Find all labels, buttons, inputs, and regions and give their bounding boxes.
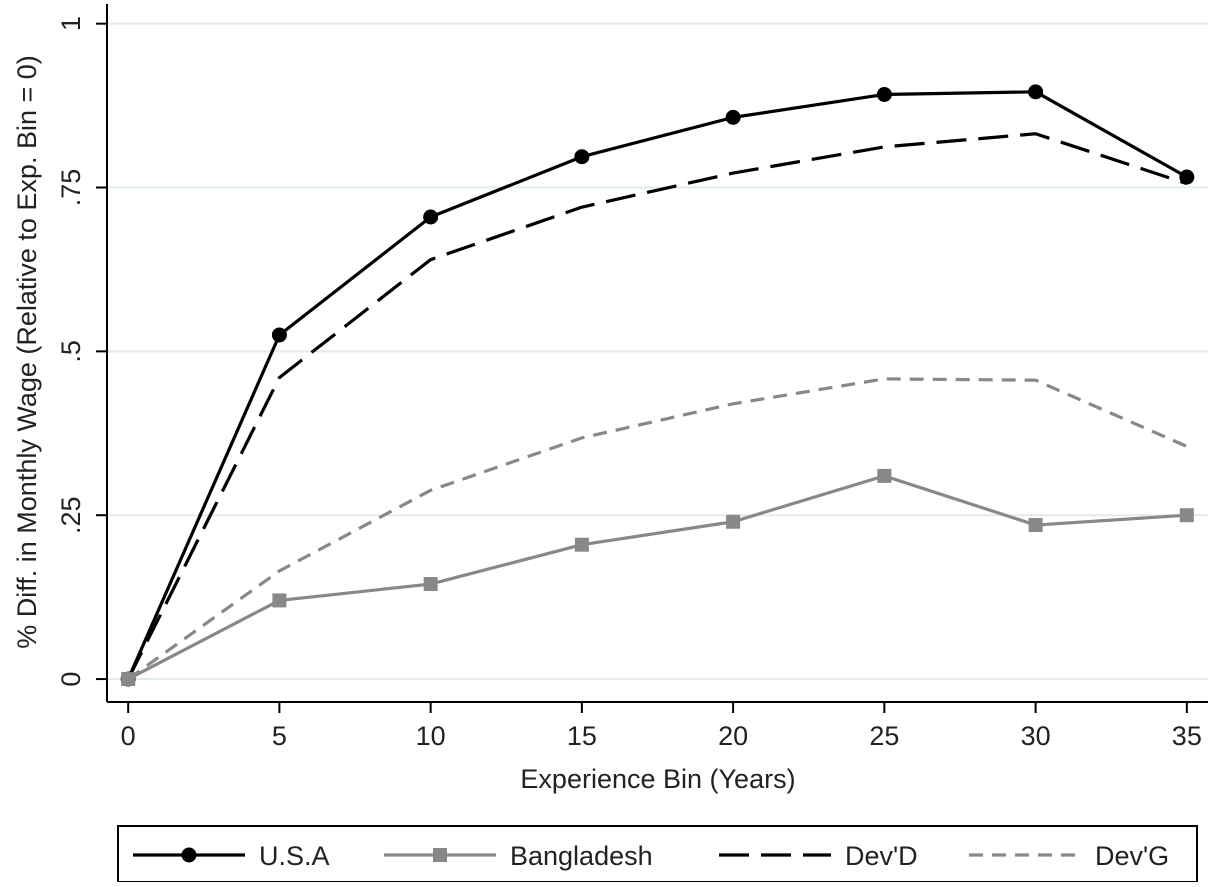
x-tick-label: 20 xyxy=(718,721,748,751)
legend-item-dev-g: Dev'G xyxy=(969,841,1169,871)
legend: U.S.A Bangladesh Dev'D Dev'G xyxy=(117,825,1198,883)
legend-label: U.S.A xyxy=(259,841,330,871)
point-bangladesh xyxy=(1028,518,1043,533)
legend-marker xyxy=(181,847,197,863)
legend-item-dev-d: Dev'D xyxy=(719,841,918,871)
point-bangladesh xyxy=(574,537,589,552)
series-line-dev-d xyxy=(126,132,1188,680)
point-u-s-a xyxy=(423,209,439,225)
point-bangladesh xyxy=(423,577,438,592)
point-bangladesh xyxy=(121,672,136,687)
y-tick-label: .25 xyxy=(56,496,86,534)
x-tick-label: 15 xyxy=(567,721,597,751)
series-line-dev-g xyxy=(127,377,1188,681)
series-line-u-s-a xyxy=(126,90,1188,680)
point-u-s-a xyxy=(1179,169,1195,185)
y-tick-label: 0 xyxy=(56,672,86,687)
x-tick-label: 30 xyxy=(1021,721,1051,751)
y-tick-label: .75 xyxy=(56,169,86,207)
point-bangladesh xyxy=(272,593,287,608)
series-markers xyxy=(120,84,1195,687)
x-tick-label: 10 xyxy=(416,721,446,751)
x-tick-label: 35 xyxy=(1172,721,1202,751)
x-tick-label: 0 xyxy=(121,721,136,751)
y-tick-label: 1 xyxy=(56,16,86,31)
legend-label: Bangladesh xyxy=(510,841,653,871)
legend-label: Dev'G xyxy=(1095,841,1169,871)
point-u-s-a xyxy=(876,86,892,102)
x-tick-label: 5 xyxy=(272,721,287,751)
y-tick-label: .5 xyxy=(56,340,86,363)
y-axis-title: % Diff. in Monthly Wage (Relative to Exp… xyxy=(12,55,42,649)
x-axis-title: Experience Bin (Years) xyxy=(520,764,795,794)
x-tick-label: 25 xyxy=(869,721,899,751)
series-lines xyxy=(126,90,1188,681)
point-u-s-a xyxy=(574,149,590,165)
gridlines xyxy=(107,22,1208,681)
legend-label: Dev'D xyxy=(845,841,918,871)
series-line-bangladesh xyxy=(127,474,1187,681)
point-u-s-a xyxy=(271,327,287,343)
point-u-s-a xyxy=(1028,84,1044,100)
point-bangladesh xyxy=(1179,508,1194,523)
legend-marker xyxy=(433,848,447,862)
point-bangladesh xyxy=(726,514,741,529)
axes xyxy=(96,4,1208,713)
legend-item-u-s-a: U.S.A xyxy=(133,841,330,871)
legend-item-bangladesh: Bangladesh xyxy=(384,841,653,871)
point-u-s-a xyxy=(725,109,741,125)
point-bangladesh xyxy=(877,468,892,483)
